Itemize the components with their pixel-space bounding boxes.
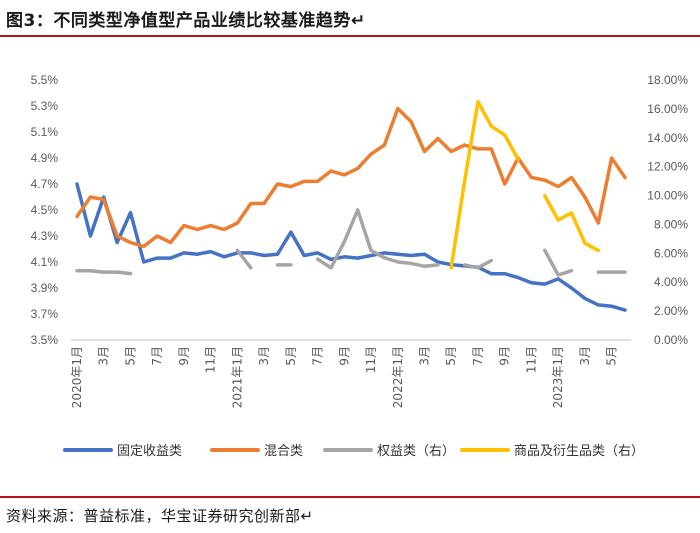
series-line [543, 193, 601, 253]
x-tick-label: 5月 [284, 346, 298, 366]
x-tick-label: 7月 [471, 346, 485, 366]
series-line [543, 248, 574, 277]
y-left-tick-label: 4.3% [31, 229, 59, 243]
x-tick-label: 3月 [97, 346, 111, 366]
series-line [462, 258, 494, 270]
x-tick-label: 9月 [498, 346, 512, 366]
figure-title: 图3：不同类型净值型产品业绩比较基准趋势↵ [6, 11, 366, 31]
x-tick-label: 2021年1月 [230, 346, 244, 408]
y-left-tick-label: 5.1% [31, 125, 59, 139]
y-left-tick-label: 4.7% [31, 177, 59, 191]
series-line [235, 248, 253, 270]
series-line [315, 208, 440, 270]
source-note: 资料来源：普益标准，华宝证券研究创新部↵ [6, 507, 314, 525]
source-rule [0, 496, 700, 498]
y-left-tick-label: 3.7% [31, 307, 59, 321]
x-tick-label: 11月 [364, 346, 378, 373]
x-tick-label: 2020年1月 [70, 346, 84, 408]
x-tick-label: 9月 [177, 346, 191, 366]
series-line [75, 182, 627, 312]
x-tick-label: 5月 [444, 346, 458, 366]
legend-label: 商品及衍生品类（右） [514, 444, 644, 459]
y-right-tick-label: 8.00% [654, 217, 688, 231]
benchmark-line-chart: 3.5% 3.7% 3.9% 4.1% 4.3% 4.5% 4.7% 4.9% 5.1% 5.3%… [31, 73, 689, 459]
x-tick-label: 5月 [123, 346, 137, 366]
x-tick-label: 3月 [418, 346, 432, 366]
y-right-tick-label: 18.00% [647, 73, 688, 87]
y-right-tick-label: 0.00% [654, 333, 688, 347]
chart-series [75, 99, 627, 312]
x-tick-label: 2022年1月 [391, 346, 405, 408]
x-tick-label: 5月 [605, 346, 619, 366]
title-rule [0, 35, 700, 37]
y-right-tick-label: 6.00% [654, 246, 688, 260]
y-right-tick-label: 12.00% [647, 160, 688, 174]
legend-label: 权益类（右） [377, 443, 455, 459]
series-line [449, 99, 520, 270]
x-tick-label: 3月 [578, 346, 592, 366]
x-tick-label: 11月 [524, 346, 538, 373]
x-tick-label: 2023年1月 [551, 346, 565, 408]
y-right-tick-label: 14.00% [647, 131, 688, 145]
y-right-tick-label: 2.00% [654, 304, 688, 318]
series-line [75, 268, 133, 276]
y-right-tick-label: 10.00% [647, 189, 688, 203]
x-tick-label: 3月 [257, 346, 271, 366]
x-tick-label: 11月 [204, 346, 218, 373]
y-left-tick-label: 4.5% [31, 203, 59, 217]
y-left-tick-label: 5.3% [31, 99, 59, 113]
y-left-tick-label: 3.9% [31, 281, 59, 295]
chart-legend: 固定收益类 混合类 权益类（右） 商品及衍生品类（右） [63, 443, 644, 459]
x-tick-label: 7月 [311, 346, 325, 366]
legend-label: 固定收益类 [117, 444, 182, 459]
x-tick-label: 7月 [150, 346, 164, 366]
legend-label: 混合类 [264, 444, 303, 459]
y-right-tick-label: 16.00% [647, 102, 688, 116]
x-tick-label: 9月 [337, 346, 351, 366]
y-left-tick-label: 4.1% [31, 255, 59, 269]
y-left-tick-label: 4.9% [31, 151, 59, 165]
chart-axes: 3.5% 3.7% 3.9% 4.1% 4.3% 4.5% 4.7% 4.9% 5.1% 5.3%… [31, 73, 689, 408]
y-left-tick-label: 3.5% [31, 333, 59, 347]
y-right-tick-label: 4.00% [654, 275, 688, 289]
series-line [75, 106, 627, 249]
y-left-tick-label: 5.5% [31, 73, 59, 87]
